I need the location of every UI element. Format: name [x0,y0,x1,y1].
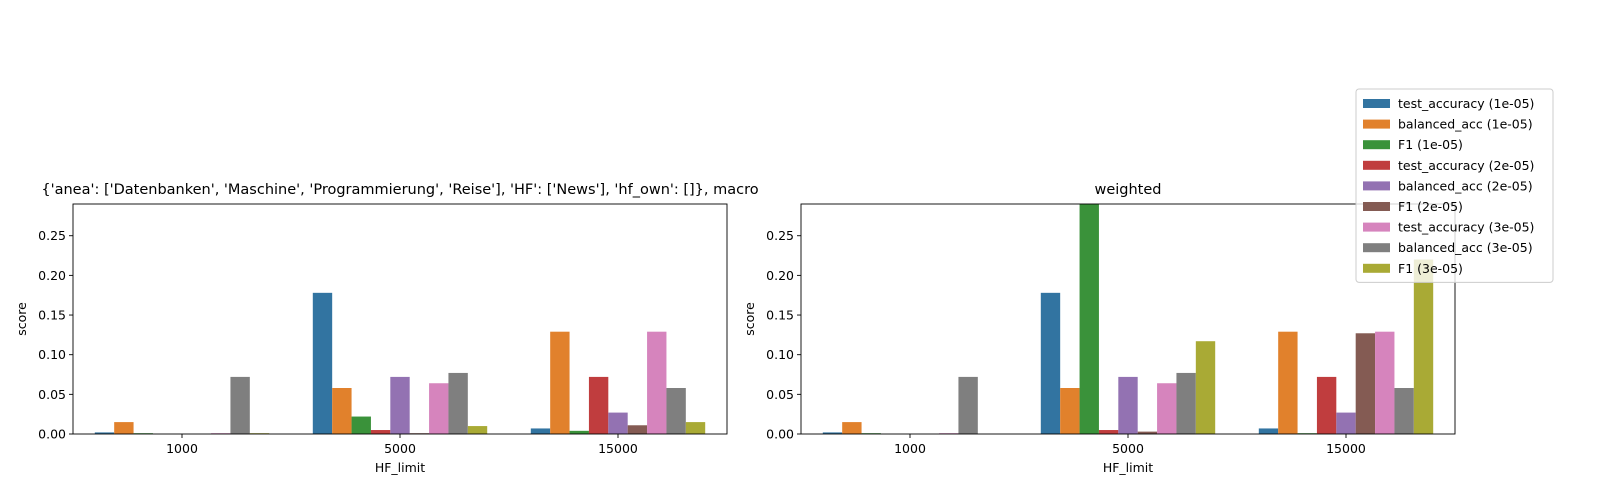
bar-15000-series-3 [569,430,589,434]
y-tick-label: 0.05 [766,387,794,402]
y-tick-label: 0.05 [38,387,66,402]
bar-5000-series-3 [1079,204,1099,434]
bar-1000-series-8 [230,376,250,434]
bar-5000-series-2 [1060,388,1080,434]
y-axis-label: score [14,302,29,336]
bar-5000-series-6 [1137,431,1158,434]
legend-swatch [1363,202,1390,211]
legend-entry-label: F1 (3e-05) [1398,261,1463,276]
y-tick-label: 0.20 [38,268,66,283]
x-tick-label: 15000 [598,441,638,456]
bar-15000-series-9 [1413,259,1434,434]
bar-15000-series-4 [1316,376,1337,434]
bar-5000-series-5 [390,376,410,434]
bar-1000-series-1 [94,432,115,434]
bar-15000-series-6 [1355,333,1376,434]
legend-entry-label: test_accuracy (1e-05) [1398,96,1534,111]
bar-5000-series-8 [448,372,468,434]
y-tick-label: 0.20 [766,268,794,283]
bar-15000-series-8 [666,388,686,434]
x-axis-label: HF_limit [375,460,425,475]
legend-swatch [1363,140,1390,150]
bar-1000-series-2 [842,422,862,434]
y-tick-label: 0.00 [766,427,794,442]
panel-title: weighted [1094,182,1161,198]
y-tick-label: 0.15 [766,308,794,323]
x-tick-label: 1000 [166,441,198,456]
legend-swatch [1363,99,1390,108]
y-tick-label: 0.25 [766,228,794,243]
bar-15000-series-7 [647,331,667,434]
x-tick-label: 15000 [1326,441,1366,456]
panel-1: {'anea': ['Datenbanken', 'Maschine', 'Pr… [14,182,759,475]
legend-entry-label: balanced_acc (1e-05) [1398,117,1533,132]
legend-entry-label: balanced_acc (3e-05) [1398,240,1533,255]
panels-layer: {'anea': ['Datenbanken', 'Maschine', 'Pr… [14,182,1456,475]
legend-swatch [1363,119,1390,129]
y-axis-label: score [742,302,757,336]
bar-5000-series-7 [1157,383,1177,434]
bar-15000-series-2 [550,331,570,434]
bar-5000-series-5 [1118,376,1138,434]
bar-5000-series-9 [467,426,488,434]
legend-entry-label: test_accuracy (3e-05) [1398,220,1534,235]
bar-15000-series-2 [1278,331,1298,434]
bar-1000-series-1 [822,432,843,434]
y-tick-label: 0.15 [38,308,66,323]
bar-15000-series-7 [1375,331,1395,434]
legend-swatch [1363,222,1390,232]
legend-swatch [1363,160,1390,170]
bar-1000-series-2 [114,422,134,434]
bar-15000-series-1 [530,428,551,434]
x-axis-label: HF_limit [1103,460,1153,475]
bar-5000-series-7 [429,383,449,434]
legend-entry-label: F1 (2e-05) [1398,199,1463,214]
bar-1000-series-8 [958,376,978,434]
y-tick-label: 0.25 [38,228,66,243]
x-tick-label: 1000 [894,441,926,456]
x-tick-label: 5000 [384,441,416,456]
y-tick-label: 0.00 [38,427,66,442]
bar-15000-series-5 [1336,412,1356,434]
legend-entry-label: F1 (1e-05) [1398,137,1463,152]
legend-frame [1355,88,1554,283]
bar-5000-series-3 [351,416,371,434]
bar-15000-series-4 [588,376,609,434]
bar-5000-series-9 [1195,341,1216,434]
legend-swatch [1363,243,1390,253]
bar-15000-series-1 [1258,428,1279,434]
legend: test_accuracy (1e-05) balanced_acc (1e-05… [1355,88,1554,283]
bar-5000-series-2 [332,388,352,434]
legend-entry-label: test_accuracy (2e-05) [1398,158,1534,173]
y-tick-label: 0.10 [766,347,794,362]
bar-5000-series-1 [1040,292,1061,434]
legend-swatch [1363,181,1390,191]
y-tick-label: 0.10 [38,347,66,362]
bar-5000-series-4 [1098,430,1119,434]
x-tick-label: 5000 [1112,441,1144,456]
legend-swatch [1363,263,1390,273]
panel-title: {'anea': ['Datenbanken', 'Maschine', 'Pr… [41,182,758,198]
bar-15000-series-6 [627,425,648,434]
panel-2: weighted 0.00 0.05 0.10 0.15 0.20 0.25 1000 5000… [742,182,1456,475]
bar-15000-series-5 [608,412,628,434]
bar-5000-series-8 [1176,372,1196,434]
legend-entry-label: balanced_acc (2e-05) [1398,178,1533,193]
bar-15000-series-8 [1394,388,1414,434]
bar-5000-series-4 [370,430,391,434]
bar-5000-series-1 [312,292,333,434]
bar-15000-series-9 [685,422,706,434]
